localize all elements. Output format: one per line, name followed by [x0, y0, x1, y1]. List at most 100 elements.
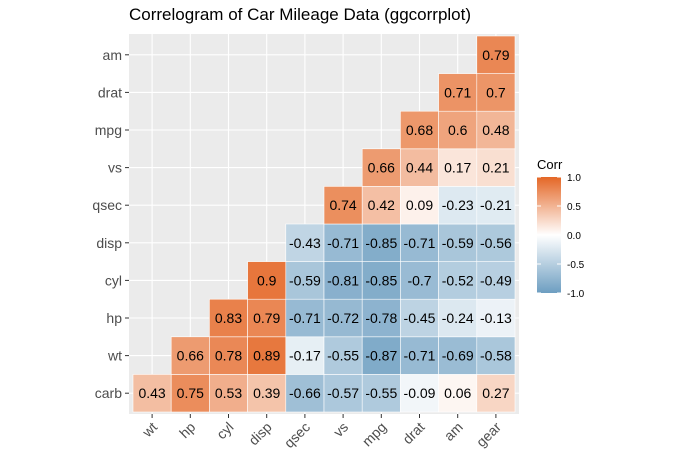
y-tick-label: wt — [107, 348, 122, 364]
heatmap-cell — [323, 223, 363, 262]
cell-value-label: -0.71 — [404, 348, 436, 364]
y-tick-label: cyl — [105, 272, 122, 288]
heatmap-cell — [400, 374, 439, 413]
heatmap-cell — [247, 374, 287, 413]
heatmap-cell — [400, 298, 439, 338]
heatmap-cell — [400, 336, 439, 375]
heatmap-cell — [438, 73, 478, 112]
cell-value-label: -0.56 — [480, 235, 512, 251]
heatmap-cell — [476, 148, 516, 187]
heatmap-cell — [400, 186, 439, 225]
cell-value-label: 0.27 — [482, 385, 509, 401]
cell-value-label: 0.71 — [444, 84, 471, 100]
heatmap-cell — [285, 374, 325, 413]
legend-tick-label: 1.0 — [567, 173, 581, 184]
cell-value-label: -0.87 — [365, 348, 397, 364]
heatmap-cell — [476, 73, 516, 112]
cell-value-label: -0.43 — [289, 235, 321, 251]
heatmap-cell — [323, 186, 363, 225]
cell-value-label: -0.58 — [480, 348, 512, 364]
cell-value-label: -0.66 — [289, 385, 321, 401]
cell-value-label: -0.72 — [327, 310, 359, 326]
cell-value-label: 0.79 — [482, 47, 509, 63]
heatmap-cell — [361, 374, 401, 413]
x-tick-label: hp — [176, 419, 198, 441]
cell-value-label: 0.43 — [138, 385, 165, 401]
heatmap-cell — [170, 374, 210, 413]
y-tick-label: carb — [95, 385, 122, 401]
cell-value-label: 0.6 — [448, 122, 468, 138]
legend-title: Corr — [537, 157, 563, 172]
heatmap-cell — [476, 374, 516, 413]
cell-value-label: -0.49 — [480, 272, 512, 288]
heatmap-cell — [438, 223, 478, 262]
heatmap-cell — [476, 336, 516, 375]
cell-value-label: -0.59 — [289, 272, 321, 288]
x-tick-label: cyl — [213, 419, 236, 442]
x-tick-label: am — [441, 419, 466, 444]
cell-value-label: 0.53 — [215, 385, 242, 401]
x-tick-label: wt — [138, 419, 160, 441]
heatmap-cell — [438, 110, 478, 150]
cell-value-label: -0.85 — [365, 272, 397, 288]
heatmap-cell — [361, 148, 401, 187]
heatmap-cell — [438, 374, 478, 413]
cell-value-label: -0.69 — [442, 348, 474, 364]
cell-value-label: 0.66 — [177, 348, 204, 364]
y-tick-label: hp — [106, 310, 122, 326]
heatmap-cells — [132, 35, 516, 413]
cell-value-label: 0.79 — [253, 310, 280, 326]
chart-title: Correlogram of Car Mileage Data (ggcorrp… — [129, 5, 471, 24]
y-tick-label: disp — [96, 235, 122, 251]
heatmap-cell — [285, 298, 325, 338]
x-axis: wt hp cyl disp qsec vs mpg drat am gear — [138, 414, 504, 451]
legend-tick-label: 0.0 — [567, 231, 581, 242]
cell-value-label: 0.09 — [406, 197, 433, 213]
x-tick-label: qsec — [281, 419, 313, 451]
heatmap-cell — [209, 298, 248, 338]
legend-tick-label: -1.0 — [567, 289, 585, 300]
heatmap-cell — [476, 186, 516, 225]
cell-value-label: -0.24 — [442, 310, 474, 326]
heatmap-cell — [323, 374, 363, 413]
cell-value-label: 0.78 — [215, 348, 242, 364]
cell-value-label: -0.81 — [327, 272, 359, 288]
y-axis: carb wt hp cyl disp qsec vs mpg drat am — [92, 47, 129, 401]
cell-value-label: 0.42 — [368, 197, 395, 213]
cell-value-label: -0.71 — [289, 310, 321, 326]
y-tick-label: am — [103, 47, 122, 63]
heatmap-cell — [170, 336, 210, 375]
heatmap-cell — [476, 35, 516, 74]
heatmap-cell — [323, 261, 363, 300]
cell-value-label: -0.55 — [365, 385, 397, 401]
cell-value-label: -0.57 — [327, 385, 359, 401]
legend-tick-label: 0.5 — [567, 202, 581, 213]
cell-value-label: -0.23 — [442, 197, 474, 213]
cell-labels: 0.43 0.75 0.53 0.39 -0.66 -0.57 -0.55 -0.09 0.06… — [138, 47, 512, 401]
cell-value-label: -0.45 — [404, 310, 436, 326]
cell-value-label: -0.52 — [442, 272, 474, 288]
heatmap-cell — [209, 374, 248, 413]
heatmap-cell — [476, 261, 516, 300]
x-tick-label: disp — [245, 419, 275, 449]
cell-value-label: 0.68 — [406, 122, 433, 138]
legend-tick-label: -0.5 — [567, 260, 585, 271]
x-tick-label: vs — [330, 419, 351, 440]
cell-value-label: 0.75 — [177, 385, 204, 401]
cell-value-label: 0.17 — [444, 160, 471, 176]
cell-value-label: -0.21 — [480, 197, 512, 213]
heatmap-cell — [247, 336, 287, 375]
cell-value-label: -0.09 — [404, 385, 436, 401]
heatmap-cell — [400, 223, 439, 262]
heatmap-cell — [361, 298, 401, 338]
heatmap-cell — [400, 261, 439, 300]
cell-value-label: 0.06 — [444, 385, 471, 401]
cell-value-label: -0.13 — [480, 310, 512, 326]
cell-value-label: -0.71 — [327, 235, 359, 251]
cell-value-label: -0.17 — [289, 348, 321, 364]
heatmap-cell — [285, 223, 325, 262]
y-tick-label: drat — [98, 84, 122, 100]
heatmap-cell — [361, 223, 401, 262]
y-tick-label: qsec — [92, 197, 122, 213]
